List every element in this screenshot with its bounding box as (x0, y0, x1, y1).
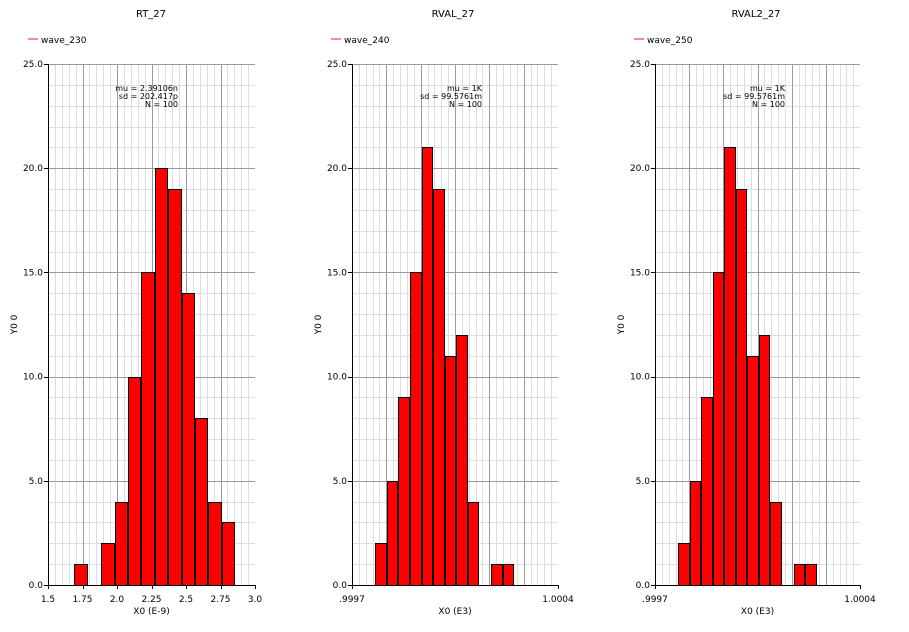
histogram-bar (445, 356, 456, 586)
legend-label: wave_230 (41, 36, 87, 46)
x-tick-label: 1.0004 (844, 595, 876, 605)
y-tick-label: 5.0 (636, 477, 651, 487)
histogram-bar (422, 147, 433, 586)
stats-n: N = 100 (752, 100, 785, 109)
histogram-panel-1: RT_27 wave_230 0.0 5.0 10.0 15.0 20.0 25.0 1.5 1.… (10, 9, 262, 617)
histogram-bar (128, 377, 141, 586)
x-axis-label: X0 (E3) (741, 607, 774, 617)
y-tick-label: 10.0 (23, 373, 43, 383)
stats-sd: sd = 99.5761m (420, 92, 482, 101)
histogram-bar (491, 564, 503, 586)
histogram-bar (222, 522, 235, 586)
y-tick-label: 10.0 (630, 373, 650, 383)
x-tick-label: 1.75 (72, 595, 92, 605)
chart-title: RVAL2_27 (731, 9, 780, 20)
histogram-bar (678, 543, 690, 586)
x-tick-label: 2.0 (110, 595, 125, 605)
x-tick-label: 1.5 (41, 595, 55, 605)
y-tick-label: 20.0 (630, 164, 650, 174)
x-tick-label: .9997 (339, 595, 365, 605)
histogram-bar (713, 272, 724, 586)
histogram-bar (387, 481, 398, 586)
y-axis-label: Y0 0 (314, 314, 324, 335)
histogram-bar (805, 564, 817, 586)
histogram-bar (456, 335, 468, 586)
histogram-bar (208, 502, 222, 586)
histogram-bar (115, 502, 128, 586)
histogram-bar (690, 481, 701, 586)
histogram-panel-2: RVAL_27 wave_240 0.0 5.0 10.0 15.0 20.0 25.0 .99… (314, 9, 574, 617)
histogram-bar (701, 397, 713, 586)
x-axis-label: X0 (E-9) (133, 607, 169, 617)
x-tick-label: 2.75 (210, 595, 230, 605)
x-tick-label: 2.25 (141, 595, 161, 605)
y-tick-label: 0.0 (29, 581, 44, 591)
histogram-bar (182, 293, 195, 586)
y-tick-label: 25.0 (327, 60, 347, 70)
x-axis-label: X0 (E3) (438, 607, 471, 617)
stats-sd: sd = 99.5761m (723, 92, 785, 101)
stats-n: N = 100 (449, 100, 482, 109)
y-tick-label: 20.0 (23, 164, 43, 174)
stats-sd: sd = 202.417p (119, 92, 178, 101)
histogram-bars (678, 147, 817, 586)
stats-n: N = 100 (145, 100, 178, 109)
y-axis-label: Y0 0 (10, 314, 20, 335)
y-tick-label: 10.0 (327, 373, 347, 383)
y-tick-label: 15.0 (630, 268, 650, 278)
stats-mu: mu = 2.39106n (115, 84, 178, 93)
histogram-bar (468, 502, 479, 586)
histogram-bar (736, 189, 747, 586)
y-tick-label: 0.0 (333, 581, 348, 591)
histogram-bars (74, 168, 235, 586)
histogram-bar (433, 189, 445, 586)
histogram-bar (503, 564, 514, 586)
y-tick-label: 5.0 (29, 477, 44, 487)
y-tick-label: 15.0 (327, 268, 347, 278)
x-tick-label: .9997 (642, 595, 668, 605)
chart-title: RT_27 (136, 9, 166, 20)
y-tick-label: 25.0 (630, 60, 650, 70)
x-tick-label: 1.0004 (542, 595, 574, 605)
x-tick-label: 3.0 (248, 595, 263, 605)
histogram-bar (168, 189, 182, 586)
histogram-bar (747, 356, 759, 586)
histogram-bar (410, 272, 422, 586)
histogram-bar (375, 543, 387, 586)
y-tick-label: 20.0 (327, 164, 347, 174)
histogram-bar (759, 335, 770, 586)
histogram-panel-3: RVAL2_27 wave_250 0.0 5.0 10.0 15.0 20.0 25.0 .9… (617, 9, 876, 617)
histogram-bar (101, 543, 115, 586)
stats-mu: mu = 1K (750, 84, 786, 93)
histogram-bar (74, 564, 88, 586)
histogram-bar (770, 502, 782, 586)
legend-label: wave_240 (344, 36, 390, 46)
histogram-bar (141, 272, 155, 586)
histogram-bar (794, 564, 805, 586)
y-tick-label: 5.0 (333, 477, 348, 487)
histogram-bar (398, 397, 410, 586)
histogram-bar (724, 147, 736, 586)
histogram-bar (155, 168, 168, 586)
y-tick-label: 25.0 (23, 60, 43, 70)
x-tick-label: 2.5 (179, 595, 193, 605)
y-tick-label: 0.0 (636, 581, 651, 591)
legend-label: wave_250 (647, 36, 693, 46)
y-tick-label: 15.0 (23, 268, 43, 278)
stats-mu: mu = 1K (447, 84, 483, 93)
histogram-bar (195, 418, 208, 586)
y-axis-label: Y0 0 (617, 314, 627, 335)
histogram-bars (375, 147, 514, 586)
chart-title: RVAL_27 (432, 9, 475, 20)
